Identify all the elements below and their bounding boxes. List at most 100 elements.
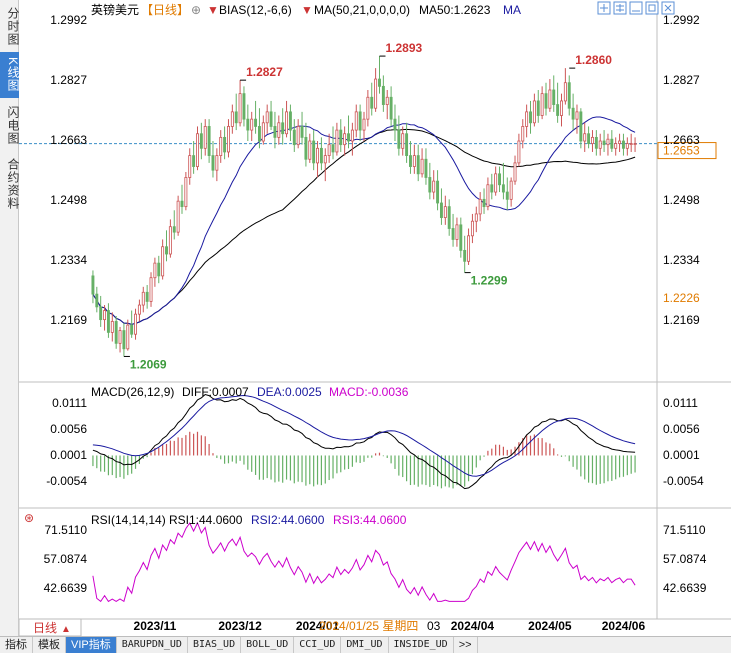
candle-body: [505, 191, 509, 200]
candle-body: [273, 126, 277, 138]
macd-layer: [92, 393, 636, 490]
candle-body: [288, 111, 292, 131]
candle-body: [517, 140, 521, 164]
ma-arrow-icon: ▼: [301, 3, 313, 17]
candle-body: [153, 262, 157, 279]
tab-bias[interactable]: BIAS_UD: [188, 637, 242, 653]
tab-indicators[interactable]: 指标: [0, 637, 33, 653]
candle-body: [137, 304, 141, 315]
x-axis-label: 2024/01: [296, 619, 340, 633]
price-tick-right: 1.2169: [663, 313, 700, 327]
candle-body: [455, 224, 459, 240]
candle-body: [238, 93, 242, 124]
target-icon[interactable]: ⊛: [24, 511, 34, 525]
candle-body: [292, 129, 296, 146]
candle-body: [486, 184, 490, 208]
cursor-suffix: 03: [427, 619, 441, 633]
candle-body: [397, 129, 401, 149]
tab-barupdn[interactable]: BARUPDN_UD: [117, 637, 188, 653]
candle-body: [110, 321, 114, 333]
candle-body: [161, 246, 165, 277]
candle-body: [420, 158, 424, 175]
period-up-icon[interactable]: ▲: [61, 624, 71, 635]
candle-body: [629, 143, 633, 145]
candle-body: [424, 158, 428, 178]
candle-body: [521, 126, 525, 142]
price-tick-right: 1.2334: [663, 253, 700, 267]
tab-lightning[interactable]: 闪电图: [6, 105, 20, 145]
add-icon[interactable]: ⊕: [191, 3, 201, 17]
macd-tick-left: 0.0056: [50, 422, 87, 436]
price-tick-left: 1.2992: [50, 13, 87, 27]
candle-body: [304, 136, 308, 160]
candle-body: [203, 126, 207, 149]
candle-body: [323, 155, 327, 164]
candle-body: [242, 93, 246, 120]
period-selector[interactable]: [19, 618, 82, 636]
tab-inside[interactable]: INSIDE_UD: [389, 637, 454, 653]
candle-body: [625, 143, 629, 149]
candle-body: [544, 93, 548, 109]
ma-label[interactable]: MA(50,21,0,0,0,0): [314, 3, 410, 17]
tab-templates[interactable]: 模板: [33, 637, 66, 653]
candle-body: [618, 140, 622, 144]
candle-body: [335, 129, 339, 153]
candle-body: [587, 133, 591, 144]
rsi-tick-right: 57.0874: [663, 552, 707, 566]
candle-layer: [91, 56, 637, 357]
candle-body: [529, 111, 532, 124]
price-annotation: 1.2893: [385, 41, 422, 55]
candle-body: [428, 177, 432, 193]
candle-body: [540, 93, 544, 116]
candle-body: [443, 206, 447, 218]
low-marker-label: 1.2226: [663, 291, 700, 305]
price-tick-right: 1.2992: [663, 13, 700, 27]
macd-tick-right: 0.0056: [663, 422, 700, 436]
candle-body: [482, 198, 486, 208]
tab-boll[interactable]: BOLL_UD: [241, 637, 295, 653]
tab-kline[interactable]: K线图: [0, 52, 20, 98]
candle-body: [234, 111, 238, 124]
candle-body: [591, 136, 594, 144]
price-annotation: 1.2827: [246, 65, 283, 79]
candle-body: [470, 220, 474, 237]
candle-body: [343, 133, 347, 146]
candle-body: [436, 180, 440, 204]
sidebar: 分时图 K线图 闪电图 合约资料: [0, 0, 20, 636]
bias-label[interactable]: BIAS(12,-6,6): [219, 3, 292, 17]
candle-body: [223, 136, 227, 153]
price-tick-right: 1.2663: [663, 133, 700, 147]
candle-body: [532, 100, 536, 124]
cursor-date: 2024/01/25 星期四: [319, 619, 418, 633]
tab-dmi[interactable]: DMI_UD: [341, 637, 389, 653]
candle-body: [563, 82, 567, 102]
restore-icon[interactable]: [645, 1, 659, 15]
rsi-tick-left: 57.0874: [44, 552, 88, 566]
price-tick-right: 1.2827: [663, 73, 700, 87]
minimize-icon[interactable]: [629, 1, 643, 15]
tab-vip-indicators[interactable]: VIP指标: [66, 637, 117, 653]
tab-more[interactable]: >>: [454, 637, 478, 653]
candle-body: [277, 122, 281, 138]
candle-body: [103, 310, 107, 321]
candle-body: [614, 143, 618, 149]
rsi-line: [92, 521, 636, 603]
candle-body: [602, 140, 606, 146]
candle-body: [378, 78, 381, 87]
candle-body: [246, 118, 250, 131]
candle-body: [451, 228, 455, 240]
tab-contract-info[interactable]: 合约资料: [6, 158, 20, 210]
candle-body: [594, 136, 598, 149]
candle-body: [525, 111, 529, 127]
price-tick-left: 1.2334: [50, 253, 87, 267]
period-tag[interactable]: 【日线】: [141, 3, 189, 17]
candle-body: [509, 180, 513, 200]
candle-body: [199, 133, 203, 149]
candle-body: [439, 202, 443, 218]
candle-body: [350, 129, 354, 142]
candle-body: [339, 129, 343, 146]
tab-cci[interactable]: CCI_UD: [294, 637, 342, 653]
tab-time-sharing[interactable]: 分时图: [6, 6, 20, 46]
candle-body: [571, 107, 575, 120]
candle-body: [118, 330, 122, 344]
